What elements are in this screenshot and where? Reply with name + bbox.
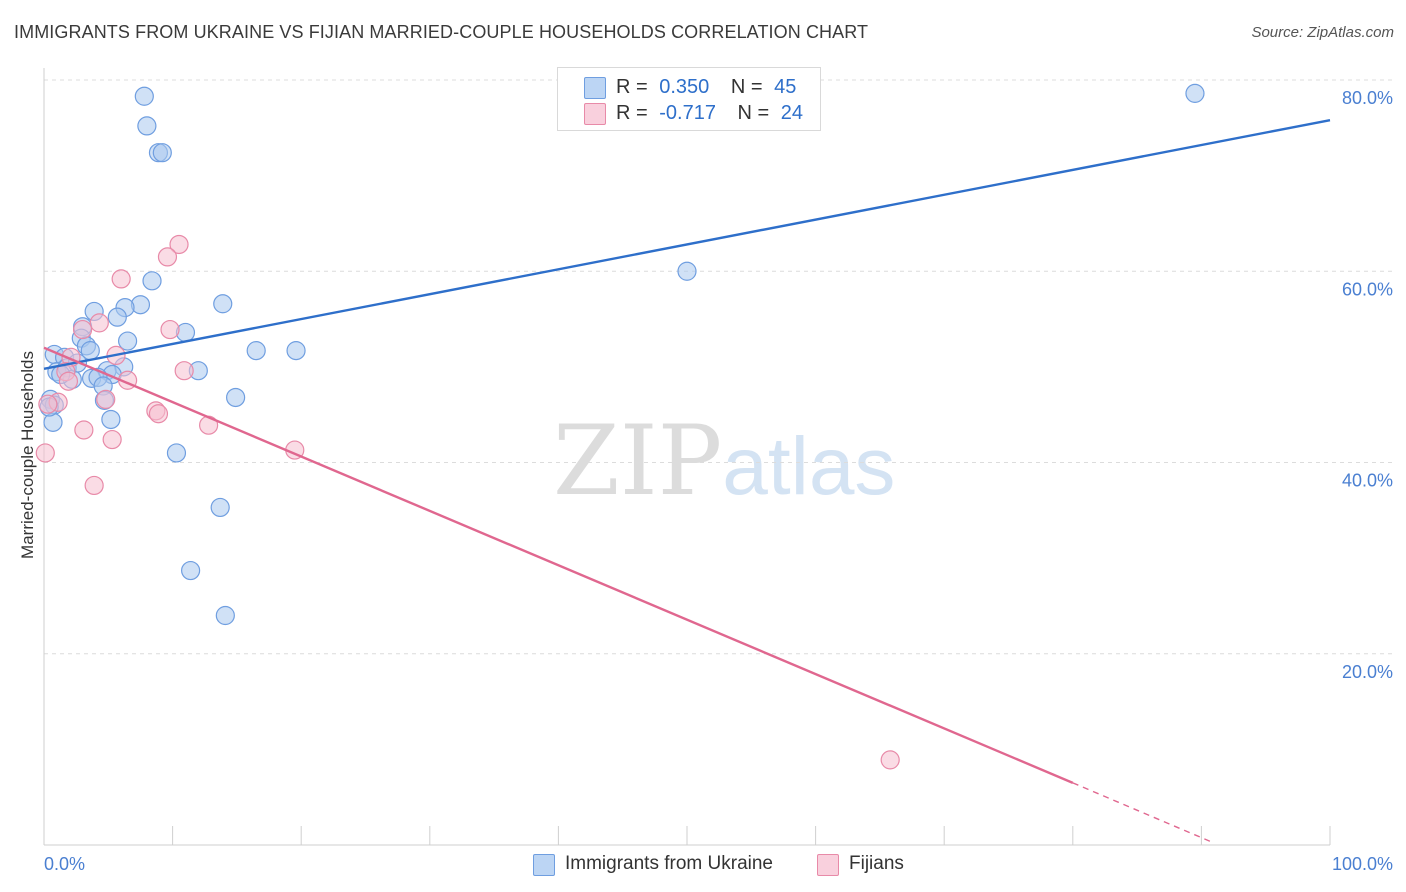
series-legend: Immigrants from Ukraine Fijians <box>0 852 1406 878</box>
point-fijians <box>74 420 94 440</box>
trend-line-fijians-extension <box>1072 782 1215 844</box>
point-ukraine <box>101 409 121 430</box>
point-ukraine <box>134 86 154 106</box>
point-fijians <box>880 750 900 770</box>
point-fijians <box>102 429 122 450</box>
legend-n-label: N = <box>737 102 770 124</box>
correlation-legend: R = 0.350 N = 45 R = -0.717 N = 24 <box>557 67 821 131</box>
x-tick-label: 100.0% <box>1332 854 1393 874</box>
x-tick-label: 0.0% <box>44 854 85 874</box>
point-ukraine <box>226 387 246 408</box>
point-fijians <box>111 269 131 289</box>
legend-r-label: R = <box>616 76 648 98</box>
point-fijians <box>89 313 109 333</box>
legend-swatch-ukraine <box>584 77 606 99</box>
y-tick-label: 60.0% <box>1342 279 1393 299</box>
watermark-zip: ZIP <box>553 405 723 517</box>
legend-n-label: N = <box>730 76 763 98</box>
point-ukraine <box>213 294 233 314</box>
point-ukraine <box>181 560 201 581</box>
point-ukraine <box>107 307 127 327</box>
point-ukraine <box>142 271 162 291</box>
point-fijians <box>169 234 189 255</box>
point-fijians <box>96 389 116 409</box>
point-fijians <box>148 404 169 424</box>
series-label-fijians: Fijians <box>849 853 904 874</box>
watermark: ZIPatlas <box>553 405 895 517</box>
point-fijians <box>160 319 180 340</box>
series-swatch-ukraine <box>533 854 555 876</box>
trend-line-fijians <box>43 346 1074 784</box>
point-ukraine <box>215 605 235 626</box>
point-ukraine <box>117 331 138 351</box>
legend-swatch-fijians <box>584 103 606 125</box>
point-ukraine <box>246 341 266 361</box>
legend-n-value: 24 <box>780 102 804 124</box>
watermark-atlas: atlas <box>722 421 896 512</box>
point-ukraine <box>1185 83 1205 103</box>
point-fijians <box>72 319 93 340</box>
point-ukraine <box>137 116 157 136</box>
trend-line-ukraine <box>43 118 1331 370</box>
y-tick-label: 80.0% <box>1342 88 1393 108</box>
point-fijians <box>58 371 79 391</box>
point-fijians <box>84 475 104 496</box>
series-label-ukraine: Immigrants from Ukraine <box>565 853 773 874</box>
point-ukraine <box>210 497 230 518</box>
y-axis-label: Married-couple Households <box>18 351 37 559</box>
legend-r-value: -0.717 <box>659 102 716 124</box>
point-ukraine <box>677 261 697 281</box>
point-ukraine <box>286 341 306 361</box>
point-ukraine <box>166 443 187 463</box>
legend-r-value: 0.350 <box>659 76 710 98</box>
y-tick-label: 40.0% <box>1342 471 1393 491</box>
point-fijians <box>157 247 178 267</box>
chart-title: IMMIGRANTS FROM UKRAINE VS FIJIAN MARRIE… <box>14 22 869 42</box>
y-tick-label: 20.0% <box>1342 662 1393 682</box>
point-fijians <box>38 394 58 414</box>
source-label: Source: ZipAtlas.com <box>1251 24 1394 41</box>
legend-n-value: 45 <box>774 76 797 98</box>
point-ukraine <box>152 143 172 163</box>
series-swatch-fijians <box>817 854 839 876</box>
point-fijians <box>35 443 55 463</box>
point-fijians <box>174 361 194 381</box>
legend-r-label: R = <box>616 102 648 124</box>
